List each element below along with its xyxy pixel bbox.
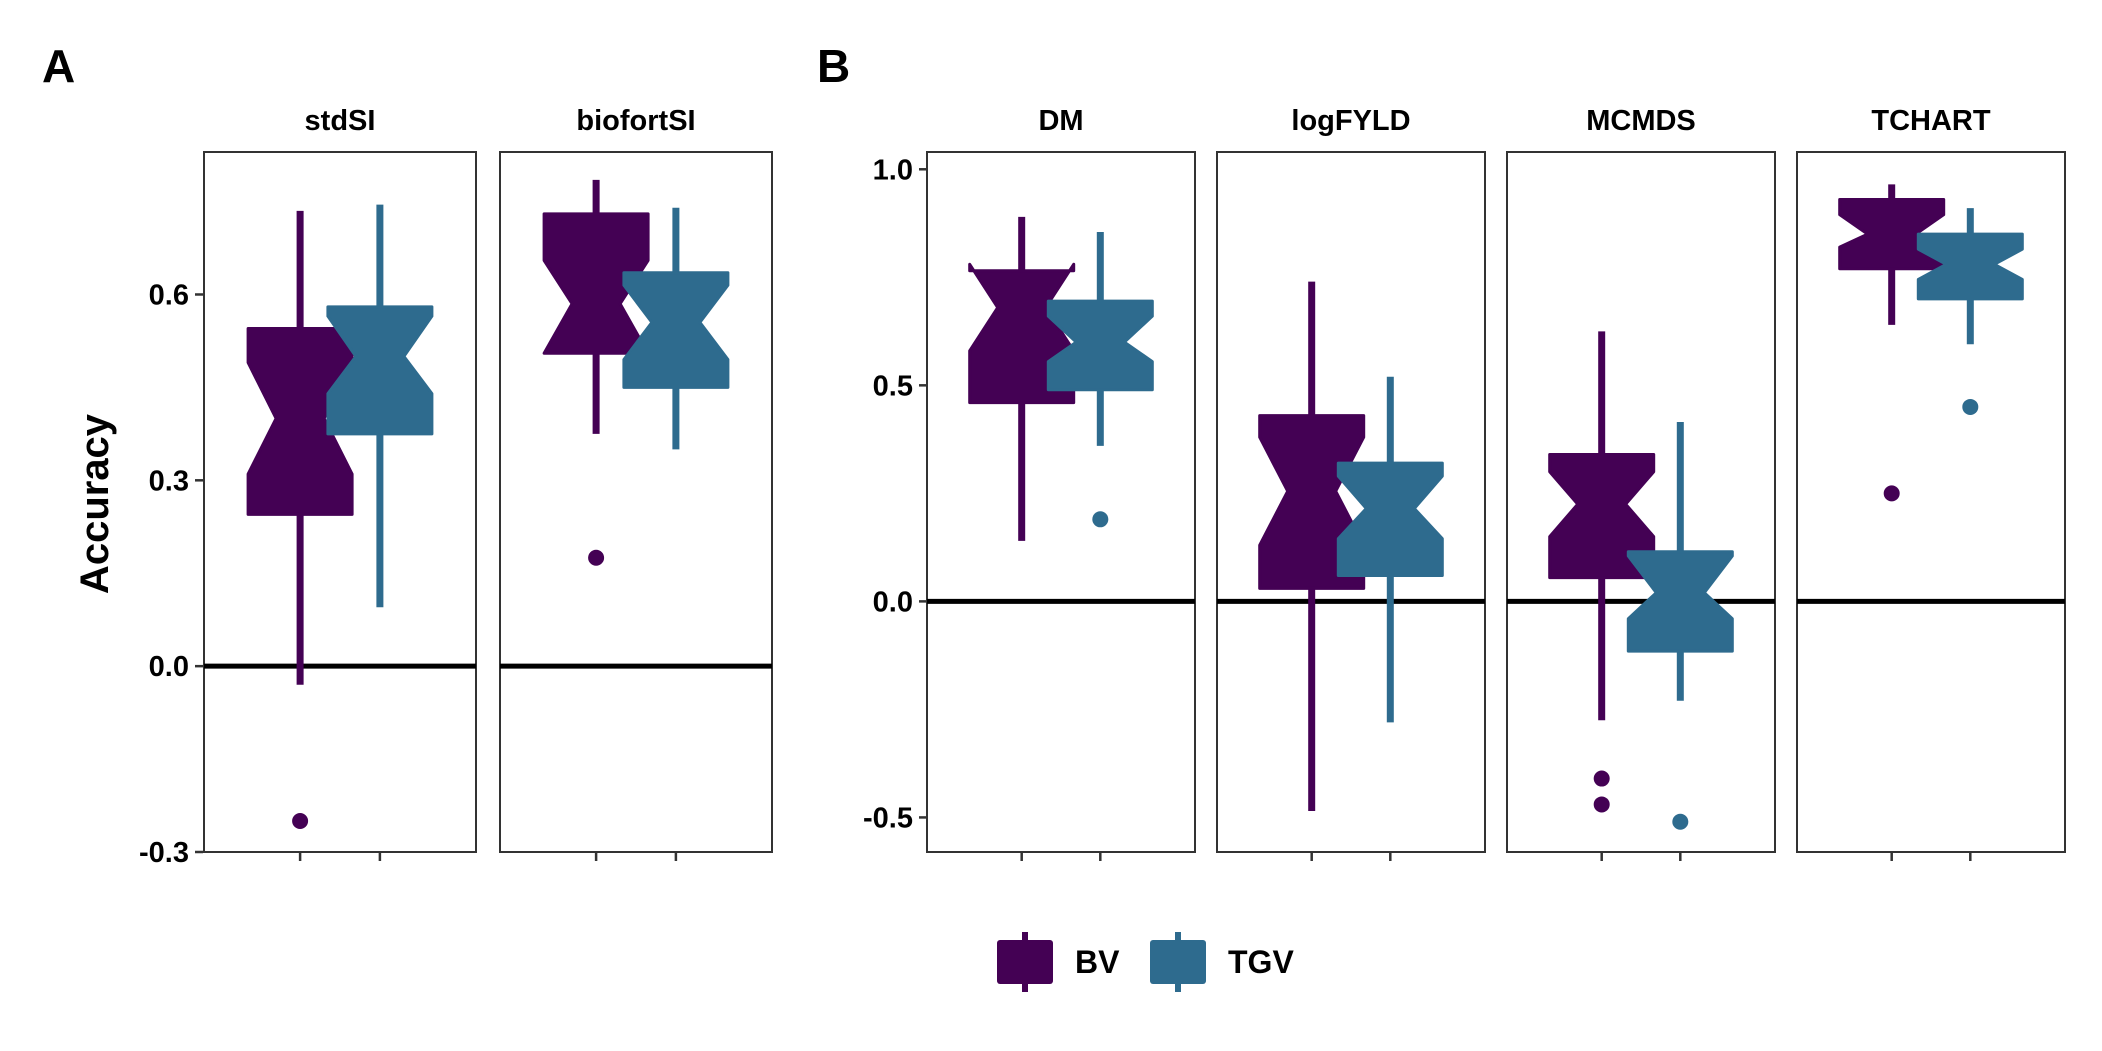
facet-border [926,151,1196,853]
outlier-point-tgv [1092,511,1109,528]
facet-border [1506,151,1776,853]
y-tick-label: -0.3 [139,837,189,869]
outlier-point-tgv [1672,813,1689,830]
facet-biofortsi: biofortSI [499,105,773,861]
outlier-point-bv [588,549,605,566]
legend-item-bv: BV [997,932,1120,992]
legend-key-box [1150,940,1206,984]
notched-box-tgv [622,271,730,389]
notched-box-tgv [326,305,434,436]
legend-key-box [997,940,1053,984]
legend-label: TGV [1228,944,1294,980]
facet-border [499,151,773,853]
facet-strip-label: MCMDS [1586,105,1696,137]
facet-border [1796,151,2066,853]
y-tick-label: 0.0 [873,586,913,618]
panel-a: A Accuracy -0.3 0.0 0.3 0.6 stdSI biofortSI [42,40,773,869]
y-axis-title: Accuracy [73,413,117,594]
facet-dm: DM [926,105,1196,861]
facet-strip-label: stdSI [305,105,376,137]
outlier-point-bv [292,813,309,830]
facet-strip-label: DM [1038,105,1083,137]
panel-letter-b: B [817,40,850,92]
notched-box-tgv [1916,232,2024,301]
y-tick-label: 0.6 [149,279,189,311]
facet-strip-label: biofortSI [576,105,695,137]
legend-item-tgv: TGV [1150,932,1294,992]
legend-label: BV [1075,944,1120,980]
facet-border [203,151,477,853]
facet-tchart: TCHART [1796,105,2066,861]
y-tick-label: 0.3 [149,465,189,497]
notched-box-tgv [1046,299,1154,392]
legend: BV TGV [997,932,1294,992]
panel-b: B -0.5 0.0 0.5 1.0 DM logFYLD MCMDS TCHART [817,40,2066,861]
y-tick-label: 0.0 [149,651,189,683]
outlier-point-bv [1593,770,1610,787]
outlier-point-bv [1883,485,1900,502]
panel-letter-a: A [42,40,75,92]
y-tick-label: 0.5 [873,370,913,402]
facet-mcmds: MCMDS [1506,105,1776,861]
facet-logfyld: logFYLD [1216,105,1486,861]
facet-strip-label: logFYLD [1291,105,1410,137]
outlier-point-tgv [1962,398,1979,415]
notched-box-tgv [1626,550,1734,653]
outlier-point-bv [1593,796,1610,813]
facet-strip-label: TCHART [1871,105,1990,137]
y-tick-label: -0.5 [863,802,913,834]
facet-stdsi: stdSI [203,105,477,861]
facet-border [1216,151,1486,853]
notched-box-tgv [1336,461,1444,577]
y-tick-label: 1.0 [873,154,913,186]
